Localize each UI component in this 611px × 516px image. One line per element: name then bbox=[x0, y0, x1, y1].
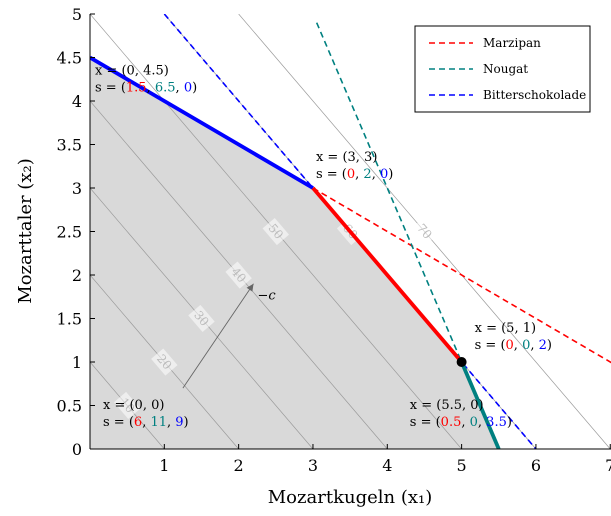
slack-value: 0.5 bbox=[441, 415, 462, 430]
feasible-boundary-segment-3 bbox=[459, 361, 501, 449]
slack-separator: , bbox=[478, 415, 486, 430]
x-tick-label-6: 6 bbox=[531, 456, 541, 475]
slack-prefix: s = ( bbox=[410, 415, 441, 430]
slack-value: 1.5 bbox=[126, 81, 147, 96]
slack-value: 2 bbox=[363, 167, 371, 182]
legend-label-marzipan: Marzipan bbox=[483, 36, 541, 50]
slack-separator: ) bbox=[547, 338, 552, 353]
y-axis-label: Mozarttaler (x₂) bbox=[15, 158, 36, 303]
slack-value: 9 bbox=[175, 415, 183, 430]
objective-arrow-line bbox=[182, 283, 254, 389]
vertex-annotation-point: x = (0, 0) bbox=[103, 398, 164, 413]
slack-value: 0 bbox=[522, 338, 530, 353]
vertex-annotation-point: x = (3, 3) bbox=[316, 150, 377, 165]
slack-value: 6 bbox=[134, 415, 142, 430]
objective-arrow-layer: −c bbox=[182, 283, 277, 389]
y-tick-label-1: 1 bbox=[72, 353, 82, 372]
iso-label-bg-50 bbox=[262, 217, 290, 246]
constraint-lines-layer bbox=[163, 14, 611, 449]
y-tick-label-3: 3 bbox=[72, 179, 82, 198]
slack-value: 0 bbox=[347, 167, 355, 182]
vertex-annotation-slack: s = (0, 0, 2) bbox=[475, 338, 552, 353]
vertex-annotation-2: x = (3, 3)s = (0, 2, 0) bbox=[316, 150, 393, 182]
slack-separator: , bbox=[372, 167, 380, 182]
slack-value: 3.5 bbox=[486, 415, 507, 430]
vertex-annotation-3: x = (5, 1)s = (0, 0, 2) bbox=[475, 321, 552, 353]
slack-separator: , bbox=[530, 338, 538, 353]
slack-value: 11 bbox=[150, 415, 167, 430]
x-tick-label-7: 7 bbox=[605, 456, 611, 475]
slack-separator: , bbox=[167, 415, 175, 430]
slack-separator: , bbox=[176, 81, 184, 96]
x-axis-label: Mozartkugeln (x₁) bbox=[268, 487, 432, 508]
slack-value: 0 bbox=[470, 415, 478, 430]
iso-label-bg-30 bbox=[188, 304, 215, 333]
y-tick-label-3-5: 3.5 bbox=[57, 136, 82, 155]
vertex-annotation-point: x = (5, 1) bbox=[475, 321, 536, 336]
slack-separator: ) bbox=[388, 167, 393, 182]
iso-label-bg-20 bbox=[151, 348, 178, 376]
constraint-line-marzipan bbox=[312, 187, 611, 364]
slack-prefix: s = ( bbox=[475, 338, 506, 353]
feasible-boundary-segment-2 bbox=[311, 186, 464, 364]
constraint-line-bitterschokolade bbox=[163, 14, 537, 449]
slack-value: 0 bbox=[184, 81, 192, 96]
iso-label-bg-70 bbox=[411, 217, 438, 246]
slack-separator: , bbox=[355, 167, 363, 182]
vertex-annotation-1: x = (0, 4.5) s = (1.5, 6.5, 0) bbox=[95, 64, 197, 96]
annotations-layer: x = (0, 4.5)s = (1.5, 6.5, 0)x = (3, 3)s… bbox=[95, 64, 552, 431]
y-tick-label-2: 2 bbox=[72, 266, 82, 285]
x-tick-label-3: 3 bbox=[308, 456, 318, 475]
y-tick-label-2-5: 2.5 bbox=[57, 223, 82, 242]
x-tick-label-2: 2 bbox=[234, 456, 244, 475]
x-tick-label-5: 5 bbox=[457, 456, 467, 475]
legend-label-nougat: Nougat bbox=[483, 62, 528, 76]
vertex-annotation-slack: s = (0.5, 0, 3.5) bbox=[410, 415, 512, 430]
y-tick-label-0: 0 bbox=[72, 440, 82, 459]
iso-label-bg-40 bbox=[225, 261, 252, 289]
vertex-annotation-point: x = (0, 4.5) bbox=[95, 64, 169, 79]
vertex-annotation-slack: s = (6, 11, 9) bbox=[103, 415, 189, 430]
slack-separator: ) bbox=[507, 415, 512, 430]
feasible-boundary-layer bbox=[90, 55, 501, 449]
slack-prefix: s = ( bbox=[95, 81, 126, 96]
x-tick-label-1: 1 bbox=[159, 456, 169, 475]
slack-separator: , bbox=[142, 415, 150, 430]
optimum-point bbox=[456, 357, 467, 367]
slack-value: 2 bbox=[539, 338, 547, 353]
iso-label-bg-10 bbox=[113, 391, 141, 420]
slack-separator: , bbox=[461, 415, 469, 430]
feasible-boundary-segment-1 bbox=[90, 55, 314, 190]
constraint-line-nougat bbox=[315, 22, 500, 449]
legend: Marzipan Nougat Bitterschokolade bbox=[414, 25, 591, 113]
slack-separator: ) bbox=[184, 415, 189, 430]
y-tick-label-5: 5 bbox=[72, 5, 82, 24]
y-tick-label-4: 4 bbox=[72, 92, 82, 111]
slack-value: 0 bbox=[380, 167, 388, 182]
legend-label-bitterschokolade: Bitterschokolade bbox=[483, 88, 586, 102]
slack-prefix: s = ( bbox=[103, 415, 134, 430]
y-tick-label-1-5: 1.5 bbox=[57, 310, 82, 329]
slack-separator: ) bbox=[192, 81, 197, 96]
slack-separator: , bbox=[147, 81, 155, 96]
vertex-annotation-5: x = (5.5, 0) s = (0.5, 0, 3.5) bbox=[410, 398, 512, 430]
slack-value: 6.5 bbox=[155, 81, 176, 96]
vertex-annotation-slack: s = (0, 2, 0) bbox=[316, 167, 393, 182]
vertex-annotation-slack: s = (1.5, 6.5, 0) bbox=[95, 81, 197, 96]
objective-arrow-label: −c bbox=[258, 289, 277, 304]
objective-arrow-head bbox=[246, 283, 254, 292]
slack-separator: , bbox=[514, 338, 522, 353]
axes-layer: 1 2 3 4 5 6 7 0 0.5 1 1.5 2 2.5 3 3.5 4 4.5 5 bbox=[57, 5, 611, 475]
vertex-annotation-point: x = (5.5, 0) bbox=[410, 398, 484, 413]
y-tick-label-4-5: 4.5 bbox=[57, 49, 82, 68]
x-tick-label-4: 4 bbox=[382, 456, 392, 475]
slack-prefix: s = ( bbox=[316, 167, 347, 182]
y-tick-label-0-5: 0.5 bbox=[57, 397, 82, 416]
vertex-annotation-4: x = (0, 0) s = (6, 11, 9) bbox=[103, 398, 189, 430]
slack-value: 0 bbox=[506, 338, 514, 353]
